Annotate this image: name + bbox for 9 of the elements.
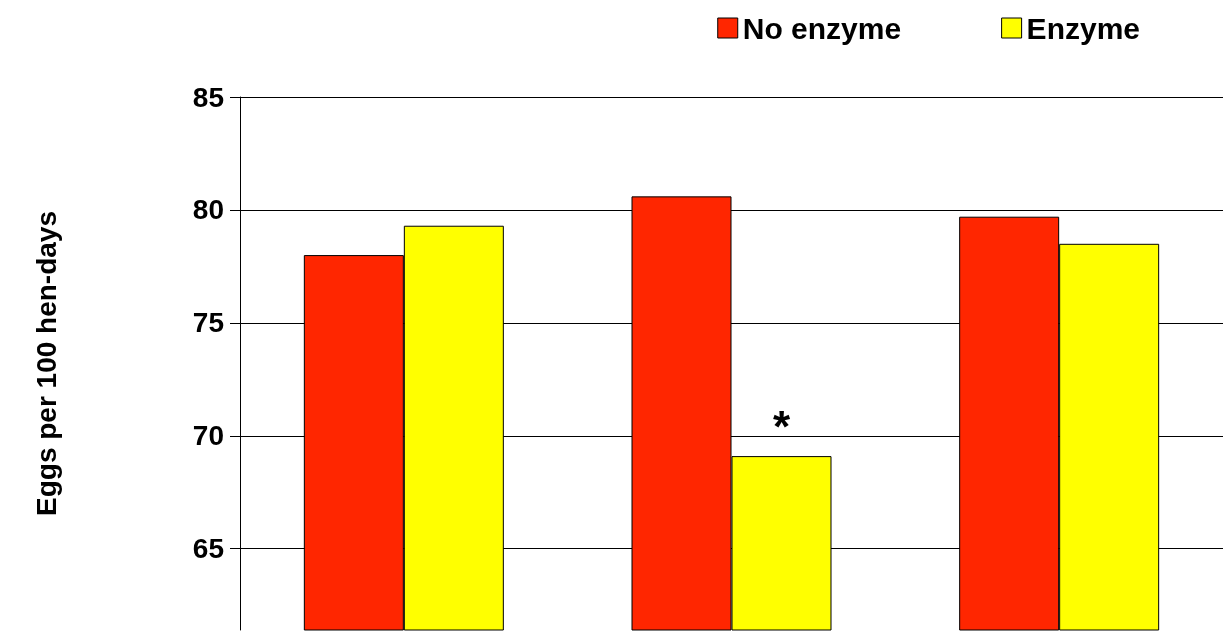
- legend-label: No enzyme: [742, 11, 902, 45]
- y-tick-label: 70: [192, 420, 224, 452]
- legend-label: Enzyme: [1026, 11, 1141, 45]
- y-tick-label: 85: [192, 81, 224, 113]
- y-tick-label: 65: [192, 533, 224, 565]
- y-tick-label: 80: [192, 194, 224, 226]
- y-tick-label: 75: [192, 307, 224, 339]
- y-axis-title: Eggs per 100 hen-days: [30, 210, 62, 517]
- annotation: *: [772, 401, 791, 451]
